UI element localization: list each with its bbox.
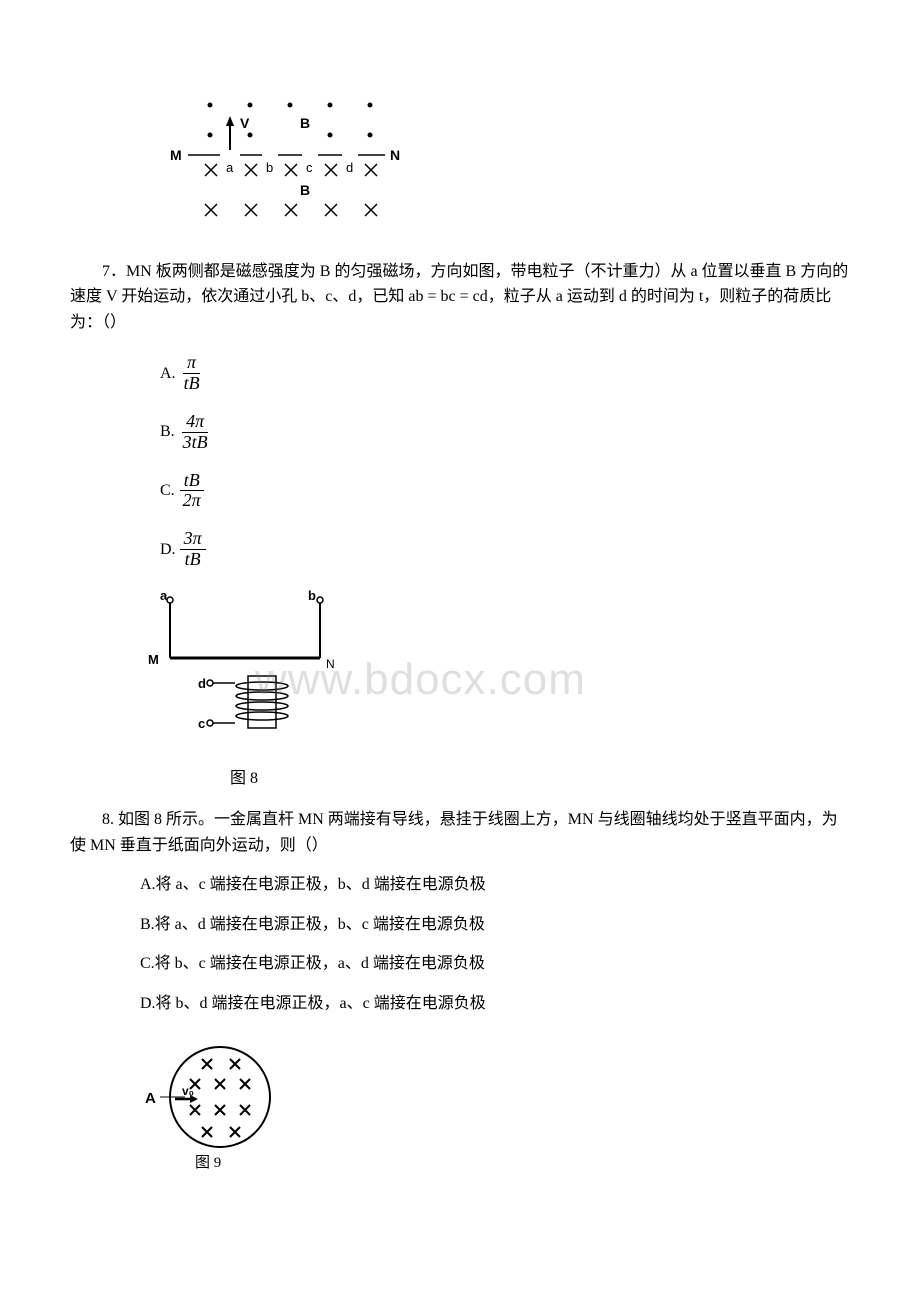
q7-option-A: A. πtB [160, 353, 850, 394]
svg-text:d: d [198, 676, 206, 691]
svg-text:N: N [326, 657, 335, 671]
q7-option-C: C. tB2π [160, 471, 850, 512]
q8-option-B: B.将 a、d 端接在电源正极，b、c 端接在电源负极 [140, 912, 850, 938]
fig9-caption-text: 图 9 [195, 1154, 221, 1171]
label-N: N [390, 147, 400, 163]
q7-text: 7．MN 板两侧都是磁感强度为 B 的匀强磁场，方向如图，带电粒子（不计重力）从… [70, 259, 850, 336]
svg-text:a: a [160, 588, 168, 603]
q8-figure: a b M N d c [140, 588, 850, 747]
q9-figure: A v₀ 图 9 [140, 1037, 850, 1186]
svg-text:M: M [148, 652, 159, 667]
q8-text: 8. 如图 8 所示。一金属直杆 MN 两端接有导线，悬挂于线圈上方，MN 与线… [70, 807, 850, 858]
q7-figure: V B M N a b c d B [150, 90, 850, 239]
label-V: V [240, 115, 250, 131]
q8-option-C: C.将 b、c 端接在电源正极，a、d 端接在电源负极 [140, 951, 850, 977]
svg-text:b: b [308, 588, 316, 603]
label-b: b [266, 160, 273, 175]
fig8-caption: 图 8 [230, 766, 850, 792]
svg-text:c: c [198, 716, 205, 731]
q9-svg: A v₀ 图 9 [140, 1037, 290, 1177]
label-c: c [306, 160, 313, 175]
q7-svg: V B M N a b c d B [150, 90, 430, 230]
label-B-top: B [300, 115, 310, 131]
q8-option-D: D.将 b、d 端接在电源正极，a、c 端接在电源负极 [140, 991, 850, 1017]
label-B-bot: B [300, 182, 310, 198]
svg-text:A: A [145, 1090, 156, 1107]
label-d: d [346, 160, 353, 175]
q7-option-B: B. 4π3tB [160, 412, 850, 453]
label-a: a [226, 160, 234, 175]
q8-svg: a b M N d c [140, 588, 370, 738]
label-M: M [170, 147, 182, 163]
svg-text:v₀: v₀ [182, 1084, 194, 1098]
q8-option-A: A.将 a、c 端接在电源正极，b、d 端接在电源负极 [140, 872, 850, 898]
q7-option-D: D. 3πtB [160, 529, 850, 570]
q8-options: A.将 a、c 端接在电源正极，b、d 端接在电源负极 B.将 a、d 端接在电… [140, 872, 850, 1016]
q7-options: A. πtB B. 4π3tB C. tB2π D. 3πtB [160, 353, 850, 569]
